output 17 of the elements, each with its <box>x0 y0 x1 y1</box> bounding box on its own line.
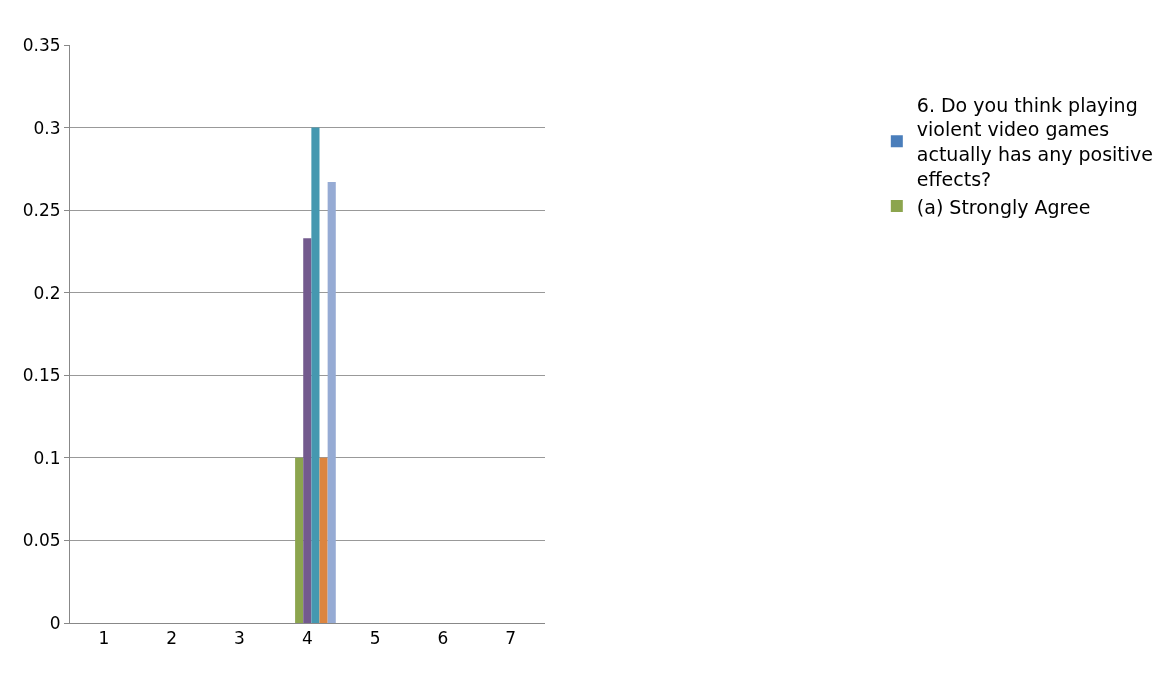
y-tick-label: 0.15 <box>22 365 61 386</box>
x-tick-label: 5 <box>369 628 381 649</box>
legend-label: 6. Do you think playing violent video games actually has any positive effects? <box>916 93 1154 190</box>
y-tick-label: 0.35 <box>22 34 61 55</box>
y-tick-label: 0 <box>49 612 61 633</box>
y-tick-label: 0.3 <box>33 117 61 138</box>
y-tick-label: 0.25 <box>22 200 61 221</box>
x-tick-label: 7 <box>505 628 517 649</box>
x-tick-label: 6 <box>437 628 449 649</box>
x-tick-label: 4 <box>301 628 313 649</box>
legend-label: (a) Strongly Agree <box>916 195 1091 218</box>
y-tick-label: 0.2 <box>33 282 61 303</box>
y-tick-label: 0.1 <box>33 447 61 468</box>
x-tick-label: 1 <box>98 628 110 649</box>
y-tick-label: 0.05 <box>22 530 61 551</box>
x-tick-label: 2 <box>166 628 178 649</box>
x-tick-label: 3 <box>234 628 245 649</box>
